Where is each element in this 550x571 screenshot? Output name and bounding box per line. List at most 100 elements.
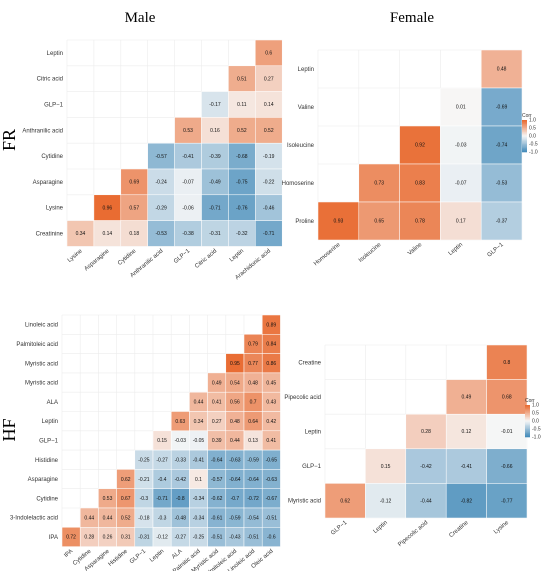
cell-value-label: 0.34	[194, 419, 204, 425]
heatmap-cell	[480, 125, 523, 165]
legend-gradient-step	[525, 431, 530, 434]
row-label: Asparagine	[28, 477, 59, 483]
row-label: Myristic acid	[25, 381, 58, 387]
cell-value-label: -0.33	[175, 457, 187, 463]
cell-value-label: 0.52	[237, 128, 247, 134]
cell-value-label: -0.53	[155, 231, 167, 237]
legend-gradient-step	[525, 423, 530, 426]
heatmap-cell	[201, 117, 229, 144]
cell-value-label: -0.27	[156, 457, 168, 463]
legend-gradient-step	[522, 125, 527, 127]
cell-value-label: -0.38	[182, 231, 194, 237]
heatmap-cell	[255, 142, 283, 170]
legend-gradient-step	[525, 405, 530, 407]
heatmap-cell	[93, 220, 122, 247]
column-label: Valine	[407, 242, 424, 257]
cell-value-label: 0.54	[230, 380, 240, 386]
cell-value-label: 0.28	[84, 535, 94, 541]
cell-value-label: 0.89	[266, 322, 276, 328]
cell-value-label: -0.07	[455, 181, 467, 187]
cell-value-label: 0.17	[456, 219, 466, 225]
legend-gradient-step	[525, 417, 530, 419]
legend-gradient-step	[522, 124, 527, 126]
cell-value-label: -0.63	[229, 457, 241, 463]
cell-value-label: 0.48	[230, 419, 240, 425]
cell-value-label: -0.41	[461, 464, 473, 470]
cell-value-label: -0.18	[138, 515, 150, 521]
legend-gradient-step	[525, 421, 530, 423]
cell-value-label: -0.24	[155, 180, 167, 186]
legend-gradient-step	[522, 146, 527, 149]
cell-value-label: -0.44	[420, 498, 432, 504]
cell-value-label: 0.49	[212, 380, 222, 386]
cell-value-label: -0.12	[380, 498, 392, 504]
legend-gradient-step	[522, 136, 527, 138]
cell-value-label: -0.31	[209, 231, 221, 237]
legend-gradient-step	[525, 430, 530, 432]
row-label: Leptin	[42, 419, 58, 425]
heatmap-cell	[324, 483, 366, 519]
heatmap-cell	[445, 413, 487, 450]
row-title-fr: FR	[0, 129, 19, 151]
column-label: Lysine	[493, 520, 510, 536]
cell-value-label: -0.34	[193, 496, 205, 502]
cell-value-label: 0.45	[266, 380, 276, 386]
legend-tick: -1.0	[529, 150, 538, 156]
heatmap-cell	[486, 379, 528, 415]
row-label: Proline	[295, 219, 314, 225]
column-label: Leptin	[448, 242, 464, 257]
cell-value-label: 0.13	[248, 438, 258, 444]
legend-gradient-step	[522, 129, 527, 131]
column-label: Leptin	[149, 549, 165, 564]
cell-value-label: 0.7	[250, 400, 257, 406]
cell-value-label: 0.48	[248, 380, 258, 386]
cell-value-label: 0.49	[462, 395, 472, 401]
heatmap-cell	[120, 220, 148, 247]
cell-value-label: -0.19	[263, 154, 275, 160]
cell-value-label: 0.62	[121, 477, 131, 483]
cell-value-label: 0.16	[210, 128, 220, 134]
heatmap-cell	[66, 220, 95, 247]
cell-value-label: -0.67	[266, 496, 278, 502]
row-label: Leptin	[47, 51, 63, 57]
legend-title: Corr	[522, 113, 532, 119]
legend-tick: 0.0	[532, 419, 539, 425]
cell-value-label: 0.14	[102, 231, 112, 237]
legend-gradient-step	[525, 433, 530, 435]
cell-value-label: 0.18	[129, 231, 139, 237]
legend-gradient-step	[522, 141, 527, 143]
row-label: Cytidine	[41, 154, 63, 160]
cell-value-label: 0.6	[265, 51, 272, 57]
legend-gradient-step	[525, 406, 530, 408]
cell-value-label: -0.43	[229, 535, 241, 541]
row-label: Asparagine	[33, 180, 64, 186]
heatmap-cell	[480, 87, 523, 127]
legend-gradient-step	[522, 148, 527, 150]
cell-value-label: -0.71	[209, 205, 221, 211]
cell-value-label: -0.64	[211, 457, 223, 463]
cell-value-label: -0.65	[266, 457, 278, 463]
cell-value-label: 0.43	[266, 400, 276, 406]
heatmap-cell	[445, 448, 487, 484]
row-title-hf: HF	[0, 418, 19, 441]
cell-value-label: 0.44	[194, 400, 204, 406]
column-label: Leptin	[229, 248, 245, 263]
legend-tick: 0.5	[529, 126, 536, 132]
row-label: Creatinine	[36, 232, 64, 238]
row-label: GLP−1	[44, 103, 64, 109]
cell-value-label: 0.39	[212, 438, 222, 444]
cell-value-label: -0.75	[236, 180, 248, 186]
legend-gradient-step	[525, 411, 530, 414]
heatmap-cell	[445, 483, 487, 519]
cell-value-label: 0.56	[230, 400, 240, 406]
legend-gradient-step	[522, 134, 527, 137]
column-label: Cytidine	[117, 248, 138, 267]
cell-value-label: -0.54	[247, 515, 259, 521]
legend-gradient-step	[522, 137, 527, 139]
legend-gradient-step	[522, 144, 527, 146]
cell-value-label: 0.42	[266, 419, 276, 425]
heatmap-cell	[147, 194, 175, 221]
legend-tick: 1.0	[529, 118, 536, 124]
cell-value-label: 0.34	[76, 231, 86, 237]
cell-value-label: -0.59	[247, 457, 259, 463]
